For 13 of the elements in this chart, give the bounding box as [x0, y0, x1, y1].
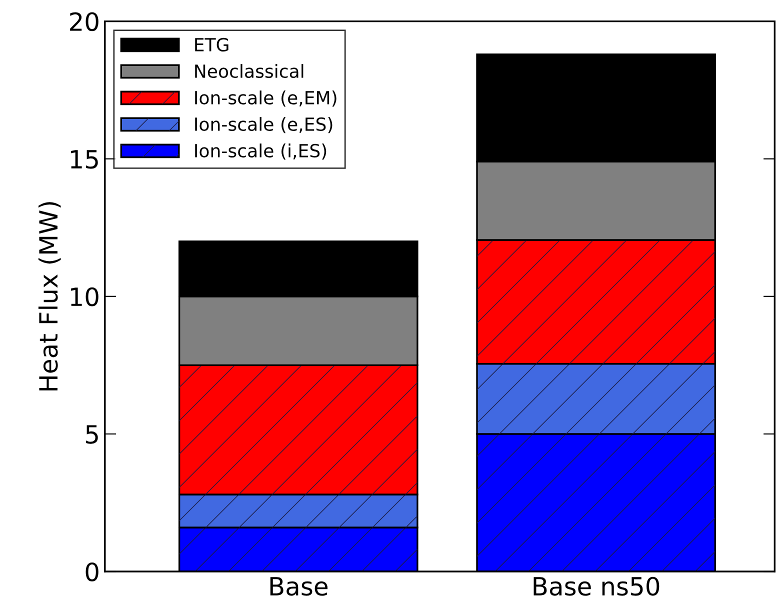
legend-label: ETG	[195, 38, 228, 52]
legend-label: Ion-scale (e,EM)	[195, 90, 336, 107]
legend-label: Neoclassical	[195, 64, 304, 78]
x-tick-label: Base	[270, 577, 328, 596]
y-tick-label: 5	[86, 425, 98, 444]
y-tick-label: 0	[86, 562, 98, 582]
legend-label: Ion-scale (i,ES)	[195, 144, 326, 160]
y-tick-label: 10	[70, 287, 98, 306]
y-axis-title: Heat Flux (MW)	[38, 202, 61, 390]
x-tick-label: Base ns50	[534, 576, 660, 596]
legend-label: Ion-scale (e,ES)	[195, 117, 332, 134]
y-tick-label: 15	[70, 150, 98, 169]
y-tick-label: 20	[70, 12, 98, 32]
